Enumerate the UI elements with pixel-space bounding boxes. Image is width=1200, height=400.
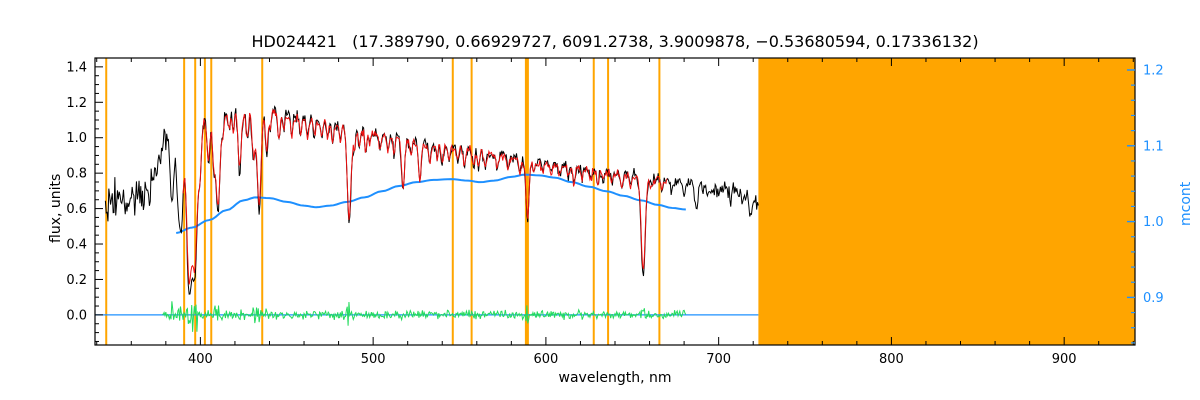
marker-lines: [105, 58, 661, 345]
y-axis-right-ticks: 0.9 1.0 1.1 1.2: [1127, 63, 1164, 344]
tick-label: 1.1: [1143, 139, 1164, 154]
tick-label: 1.4: [66, 60, 87, 75]
plot-title: HD024421 (17.389790, 0.66929727, 6091.27…: [251, 32, 979, 51]
masked-region: [758, 58, 1135, 345]
observed-spectrum-line: [104, 105, 759, 295]
tick-label: 1.0: [66, 131, 87, 146]
residual-group: [162, 301, 687, 332]
tick-label: 500: [361, 352, 386, 367]
tick-label: 0.2: [66, 273, 87, 288]
y-axis-left-ticks: 0.0 0.2 0.4 0.6 0.8 1.0 1.2 1.4: [66, 57, 103, 342]
tick-label: 600: [533, 352, 558, 367]
tick-label: 0.9: [1143, 291, 1164, 306]
tick-label: 700: [706, 352, 731, 367]
x-axis-label: wavelength, nm: [558, 370, 672, 386]
tick-label: 800: [879, 352, 904, 367]
mcont-curve: [176, 173, 686, 234]
tick-label: 400: [188, 352, 213, 367]
tick-label: 1.2: [1143, 63, 1164, 78]
tick-label: 0.8: [66, 167, 87, 182]
residual-line: [162, 301, 687, 332]
tick-label: 0.0: [66, 308, 87, 323]
tick-label: 1.0: [1143, 215, 1164, 230]
tick-label: 900: [1052, 352, 1077, 367]
tick-label: 1.2: [66, 96, 87, 111]
model-fit-line: [182, 109, 668, 285]
tick-label: 0.6: [66, 202, 87, 217]
x-axis-ticks: 400 500 600 700 800 900: [96, 58, 1134, 367]
tick-label: 0.4: [66, 238, 87, 253]
